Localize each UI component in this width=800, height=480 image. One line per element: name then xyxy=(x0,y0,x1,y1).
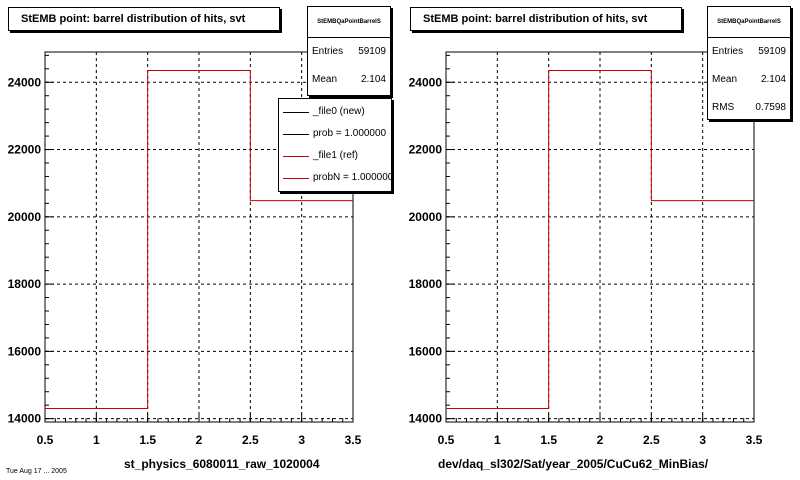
right-xtick-label-3: 2 xyxy=(597,433,604,447)
right-stats-mean-label: Mean xyxy=(712,74,738,85)
legend-entry-file1: _file1 (ref) xyxy=(279,145,391,167)
legend-label-prob: prob = 1.000000 xyxy=(313,128,387,139)
right-ytick-label-5: 24000 xyxy=(409,75,443,89)
right-xtick-label-5: 3 xyxy=(699,433,706,447)
legend-line-file1 xyxy=(283,156,309,157)
left-xtick-label-3: 2 xyxy=(196,433,203,447)
right-ytick-label-1: 16000 xyxy=(409,344,443,358)
legend-label-file1: _file1 (ref) xyxy=(313,150,359,161)
left-chart-title: StEMB point: barrel distribution of hits… xyxy=(8,7,280,31)
left-ytick-label-1: 16000 xyxy=(8,344,42,358)
left-stats-name: StEMBQaPointBarrelS xyxy=(308,7,390,38)
left-stats-mean-row: Mean 2.104 xyxy=(308,66,390,94)
left-ytick-label-2: 18000 xyxy=(8,277,42,291)
right-x-axis-label: dev/daq_sl302/Sat/year_2005/CuCu62_MinBi… xyxy=(438,457,709,471)
right-stats-entries-row: Entries 59109 xyxy=(708,38,790,66)
left-xtick-label-1: 1 xyxy=(93,433,100,447)
left-stats-entries-row: Entries 59109 xyxy=(308,38,390,66)
legend-entry-probn: probN = 1.000000 xyxy=(279,167,391,189)
right-xtick-label-4: 2.5 xyxy=(643,433,660,447)
right-ytick-label-0: 14000 xyxy=(409,412,443,426)
right-stats-mean-value: 2.104 xyxy=(760,74,786,85)
legend-label-probn: probN = 1.000000 xyxy=(313,172,392,183)
right-ytick-label-2: 18000 xyxy=(409,277,443,291)
right-xtick-label-1: 1 xyxy=(494,433,501,447)
right-stats-rms-value: 0.7598 xyxy=(755,102,786,113)
right-stats-rms-row: RMS 0.7598 xyxy=(708,94,790,122)
right-stats-name: StEMBQaPointBarrelS xyxy=(708,7,790,38)
left-stats-entries-value: 59109 xyxy=(358,46,386,57)
right-ytick-label-4: 22000 xyxy=(409,143,443,157)
left-xtick-label-4: 2.5 xyxy=(242,433,259,447)
left-ytick-label-3: 20000 xyxy=(8,210,42,224)
left-stats-entries-label: Entries xyxy=(312,46,344,57)
right-stats-box: StEMBQaPointBarrelS Entries 59109 Mean 2… xyxy=(707,6,791,120)
left-legend: _file0 (new) prob = 1.000000 _file1 (ref… xyxy=(278,98,392,192)
legend-line-prob xyxy=(283,134,309,135)
right-series-0-step xyxy=(446,70,754,410)
right-stats-entries-label: Entries xyxy=(712,46,744,57)
left-stats-mean-label: Mean xyxy=(312,74,338,85)
right-stats-mean-row: Mean 2.104 xyxy=(708,66,790,94)
right-xtick-label-2: 1.5 xyxy=(540,433,557,447)
right-stats-rms-label: RMS xyxy=(712,102,735,113)
left-ytick-label-0: 14000 xyxy=(8,412,42,426)
legend-line-probn xyxy=(283,178,309,179)
legend-line-file0 xyxy=(283,112,309,113)
left-series-0-step xyxy=(45,70,353,410)
right-stats-entries-value: 59109 xyxy=(758,46,786,57)
right-chart-title: StEMB point: barrel distribution of hits… xyxy=(410,7,682,31)
legend-entry-prob: prob = 1.000000 xyxy=(279,123,391,145)
left-xtick-label-2: 1.5 xyxy=(139,433,156,447)
left-xtick-label-5: 3 xyxy=(298,433,305,447)
left-xtick-label-0: 0.5 xyxy=(37,433,54,447)
left-stats-box: StEMBQaPointBarrelS Entries 59109 Mean 2… xyxy=(307,6,391,96)
corner-timestamp: Tue Aug 17 ... 2005 xyxy=(6,468,67,475)
right-xtick-label-6: 3.5 xyxy=(746,433,763,447)
left-xtick-label-6: 3.5 xyxy=(345,433,362,447)
right-xtick-label-0: 0.5 xyxy=(438,433,455,447)
left-ytick-label-5: 24000 xyxy=(8,75,42,89)
legend-label-file0: _file0 (new) xyxy=(313,106,365,117)
left-stats-mean-value: 2.104 xyxy=(360,74,386,85)
left-x-axis-label: st_physics_6080011_raw_1020004 xyxy=(124,457,320,471)
legend-entry-file0: _file0 (new) xyxy=(279,101,391,123)
right-ytick-label-3: 20000 xyxy=(409,210,443,224)
left-ytick-label-4: 22000 xyxy=(8,143,42,157)
